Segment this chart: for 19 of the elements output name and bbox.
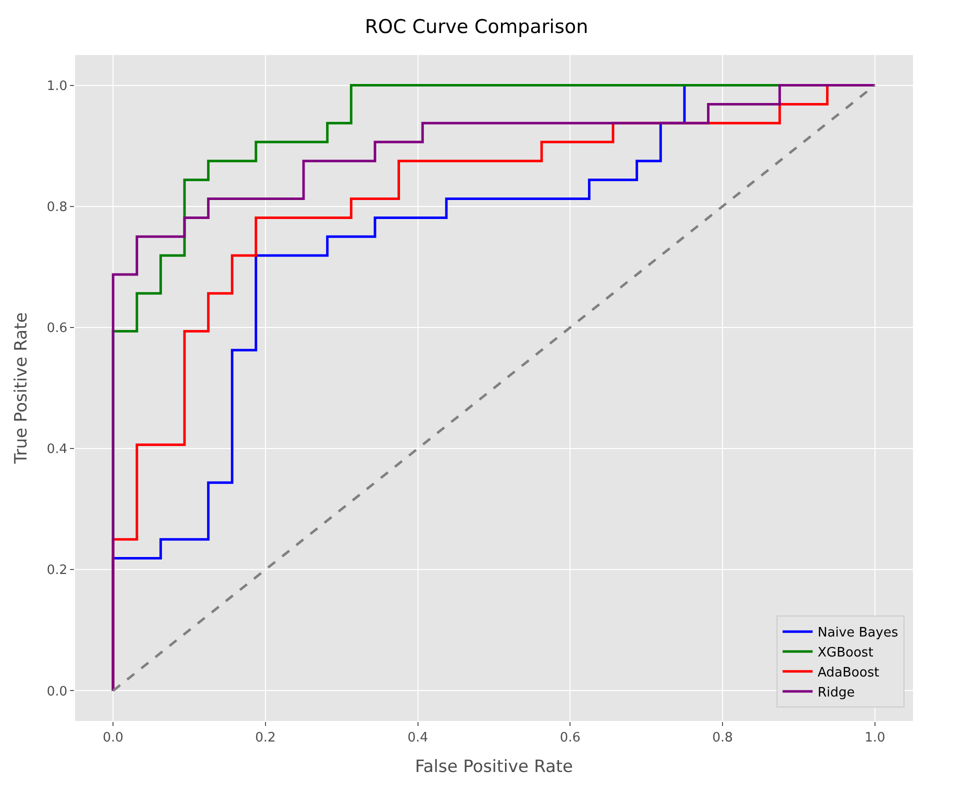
legend-label: AdaBoost: [818, 666, 880, 680]
y-axis-title: True Positive Rate: [11, 312, 32, 465]
x-axis-title: False Positive Rate: [415, 757, 573, 777]
legend-label: Ridge: [818, 685, 855, 700]
chart-title: ROC Curve Comparison: [364, 16, 588, 38]
x-tick-label: 0.8: [712, 730, 733, 746]
y-tick-label: 0.4: [46, 442, 68, 458]
legend-label: Naive Bayes: [818, 626, 898, 641]
y-tick-label: 1.0: [46, 78, 68, 94]
y-tick-label: 0.2: [46, 563, 68, 578]
x-tick-label: 1.0: [864, 730, 886, 746]
x-tick-label: 0.2: [255, 730, 276, 746]
x-tick-label: 0.4: [407, 730, 428, 746]
x-tick-label: 0.6: [560, 730, 581, 746]
x-tick-label: 0.0: [102, 730, 124, 746]
y-tick-label: 0.6: [46, 321, 68, 336]
legend-label: XGBoost: [818, 646, 874, 661]
y-tick-label: 0.8: [46, 200, 68, 215]
y-tick-label: 0.0: [46, 684, 68, 700]
